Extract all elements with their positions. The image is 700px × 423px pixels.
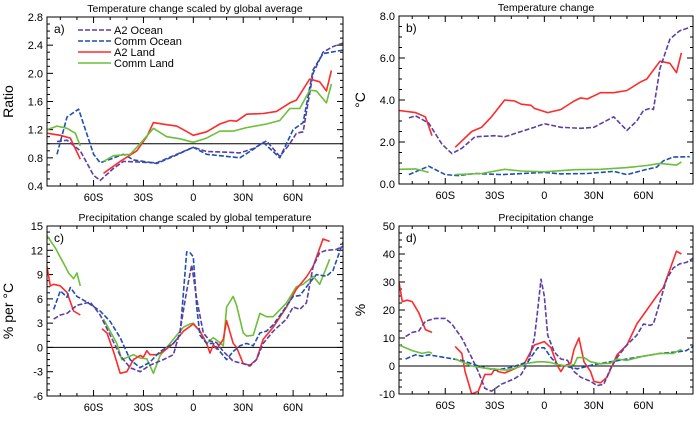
x-tick-label: 30S [485,400,505,412]
y-tick-label: 8.0 [380,11,395,23]
panel-label: c) [54,231,64,245]
panel-label: b) [406,21,417,35]
y-tick-label: 30 [383,277,395,289]
panel-title: Precipitation change [498,212,593,224]
y-tick-label: 0 [37,342,43,354]
series-line-comm-land [455,161,682,176]
series-line-comm-land [47,125,82,147]
y-tick-label: -6 [33,391,43,403]
x-tick-label: 0 [190,192,196,204]
series-line-comm-land [103,83,333,163]
series-line-comm-ocean [408,155,690,177]
series-line-comm-ocean [52,241,343,369]
series-line-a2-land [454,250,682,394]
x-tick-label: 30S [485,190,505,202]
series-line-a2-land [454,52,683,148]
x-tick-label: 60S [84,192,104,204]
legend-label: A2 Ocean [114,25,163,37]
legend-label: Comm Land [114,58,174,70]
x-tick-label: 0 [190,402,196,414]
y-tick-label: 6 [37,294,43,306]
y-tick-label: 20 [383,305,395,317]
panel-label: d) [406,231,417,245]
series-line-a2-land [47,266,81,316]
y-tick-label: -3 [33,367,43,379]
y-axis-label: °C [352,92,368,108]
series-line-a2-ocean [408,26,690,155]
x-tick-label: 60S [435,190,455,202]
series-line-a2-ocean [405,257,693,392]
y-tick-label: 1.2 [28,125,43,137]
legend-label: A2 Land [114,47,155,59]
series-line-a2-ocean [53,245,343,373]
x-tick-label: 30S [134,402,154,414]
x-tick-label: 0 [541,190,547,202]
x-tick-label: 30N [233,192,253,204]
series-line-comm-land [102,258,331,375]
plot-frame [398,225,694,395]
x-tick-label: 60S [84,402,104,414]
y-tick-label: 6.0 [380,53,395,65]
series-line-a2-land [399,281,433,334]
panel-label: a) [54,22,65,36]
y-tick-label: 15 [31,221,43,233]
y-tick-label: 2.8 [28,12,43,24]
series-line-comm-land [454,348,682,371]
x-tick-label: 60N [633,400,653,412]
y-tick-label: 0.4 [28,181,43,193]
series-line-a2-land [101,238,330,375]
y-axis-label: % per °C [0,283,16,339]
y-tick-label: 3 [37,318,43,330]
x-tick-label: 30N [584,400,604,412]
legend-label: Comm Ocean [114,36,182,48]
x-tick-label: 30N [584,190,604,202]
x-tick-label: 30N [233,402,253,414]
series-line-comm-land [399,168,429,174]
y-tick-label: 50 [383,221,395,233]
y-tick-label: 1.6 [28,97,43,109]
series-line-a2-land [399,109,433,136]
plot-frame [398,15,694,185]
y-tick-label: 40 [383,249,395,261]
x-tick-label: 0 [541,400,547,412]
x-tick-label: 60N [283,402,303,414]
y-tick-label: 0 [389,361,395,373]
x-tick-label: 60S [435,400,455,412]
series-line-comm-land [47,235,82,287]
panel-c: Precipitation change scaled by global te… [0,212,344,414]
y-tick-label: 0.8 [28,153,43,165]
panel-title: Temperature change scaled by global aver… [87,3,303,15]
x-tick-label: 60N [633,190,653,202]
y-tick-label: 12 [31,245,43,257]
y-tick-label: 10 [383,333,395,345]
y-tick-label: 2.0 [28,68,43,80]
y-axis-label: % [352,304,368,316]
y-axis-label: Ratio [0,85,16,118]
y-tick-label: 9 [37,270,43,282]
series-line-a2-ocean [56,42,343,182]
panel-b: Temperature change °C 0.0 2.0 4.0 6.0 8.0 60S 30… [352,2,694,202]
series-line-a2-land [47,132,82,160]
series-line-comm-ocean [405,345,693,371]
y-tick-label: 2.4 [28,40,43,52]
series-line-a2-land [103,70,333,174]
plot-frame [46,225,344,397]
panel-a: Temperature change scaled by global aver… [0,3,344,204]
panel-title: Temperature change [498,2,594,14]
y-tick-label: 4.0 [380,95,395,107]
y-tick-label: 2.0 [380,137,395,149]
series-line-comm-ocean [56,49,343,165]
y-tick-label: 0.0 [380,179,395,191]
series-line-comm-land [399,344,433,355]
x-tick-label: 30S [134,192,154,204]
panel-d: Precipitation change% -10 0 10 20 30 40 50 60S 30… [352,212,694,412]
panel-title: Precipitation change scaled by global te… [79,212,312,224]
plot-frame [46,16,344,187]
x-tick-label: 60N [283,192,303,204]
y-tick-label: -10 [379,389,395,401]
